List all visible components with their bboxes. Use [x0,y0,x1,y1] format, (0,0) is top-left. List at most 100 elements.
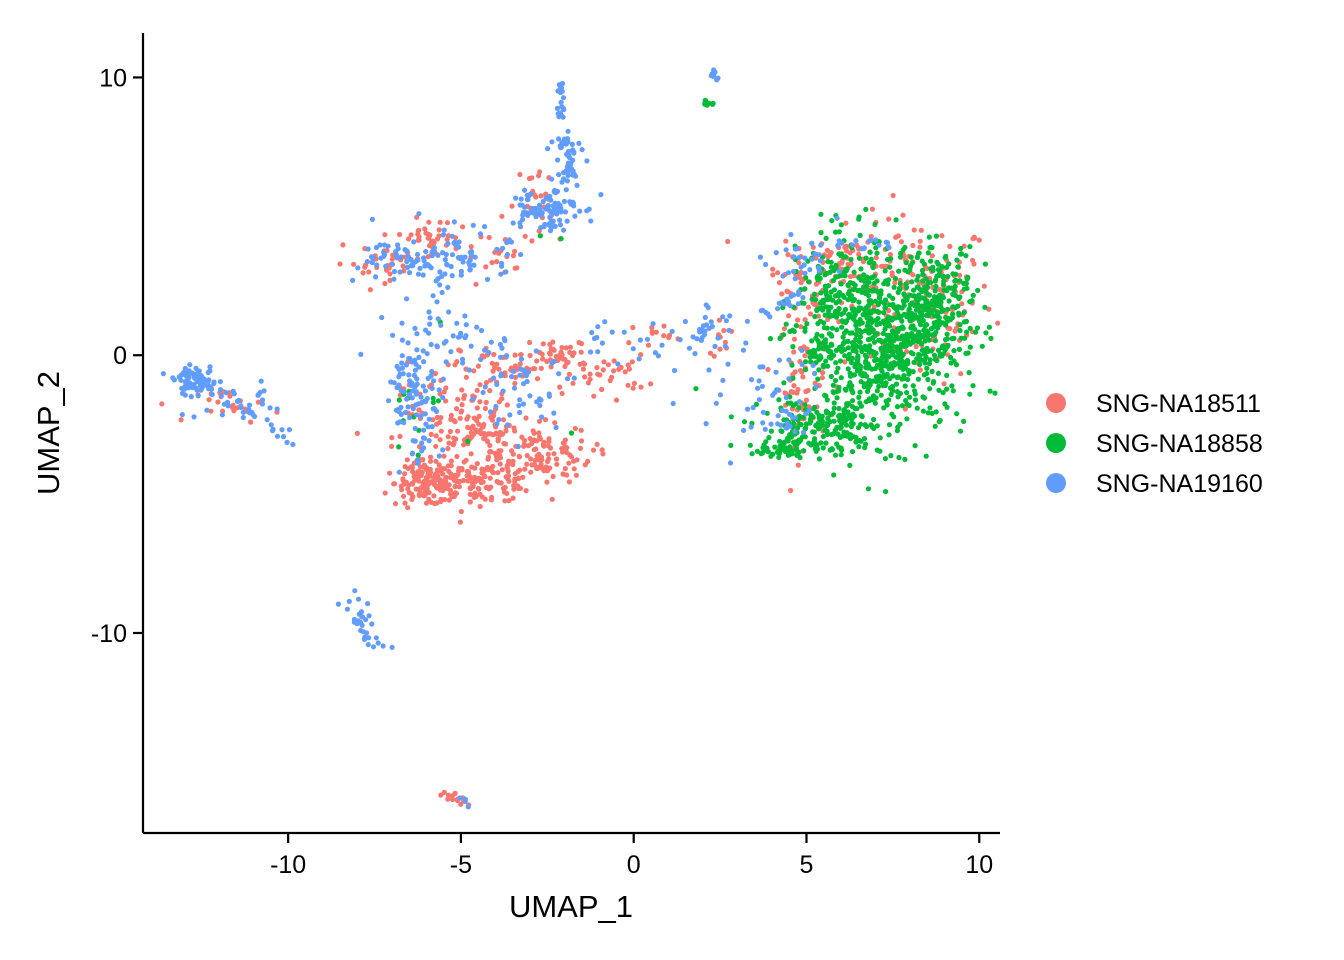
data-point [946,298,952,304]
data-point [954,411,960,417]
data-point [517,485,524,491]
data-point [170,375,176,381]
data-point [713,400,719,406]
data-point [571,466,577,472]
data-point [566,460,572,466]
data-point [467,491,473,497]
data-point [838,311,844,317]
data-point [967,391,973,397]
data-point [924,345,930,351]
data-point [899,403,906,409]
data-point [433,443,439,449]
data-point [427,321,433,327]
data-point [178,372,184,378]
data-point [909,279,915,285]
data-point [895,310,901,316]
data-point [804,321,810,327]
data-point [748,377,755,383]
data-point [833,300,839,306]
data-point [903,260,909,266]
data-point [894,389,901,395]
data-point [812,370,818,377]
data-point [928,266,934,272]
data-point [364,259,370,265]
data-point [234,398,241,404]
data-point [203,378,209,384]
data-point [497,341,503,348]
data-point [856,362,862,369]
data-point [534,358,540,364]
data-point [391,268,398,275]
data-point [546,393,553,399]
data-point [397,269,403,275]
data-point [562,209,569,215]
data-point [256,391,262,397]
data-point [850,343,856,349]
data-point [556,172,562,178]
data-point [781,326,788,332]
data-point [897,421,903,427]
data-point [690,334,696,340]
data-point [831,418,837,424]
data-point [576,140,582,146]
data-point [468,451,474,457]
data-point [415,271,422,277]
data-point [935,370,942,376]
data-point [557,354,563,360]
data-point [823,271,829,277]
data-point [547,193,553,199]
data-point [834,395,840,401]
data-point [855,353,861,359]
data-point [474,405,480,411]
data-point [723,318,730,324]
data-point [465,414,471,420]
data-point [785,270,792,276]
data-point [440,232,446,238]
data-point [923,312,930,318]
data-point [552,223,558,229]
data-point [484,464,490,471]
data-point [537,206,543,212]
data-point [589,329,595,336]
data-point [500,417,507,423]
data-point [588,218,594,224]
data-point [864,274,870,280]
data-point [956,295,962,302]
data-point [838,273,844,279]
data-point [438,792,444,798]
data-point [468,434,475,440]
data-point [487,442,493,448]
data-point [962,335,968,341]
data-point [888,453,894,459]
data-point [861,284,867,290]
data-point [538,225,544,231]
data-point [829,431,835,438]
data-point [366,269,372,275]
data-point [565,128,571,134]
data-point [823,358,829,364]
data-point [874,250,880,256]
data-point [864,388,871,394]
data-point [490,463,496,469]
data-point [819,422,826,429]
data-point [919,303,925,309]
data-point [570,380,576,386]
data-point [757,254,764,260]
data-point [181,386,188,392]
data-point [446,309,452,315]
data-point [823,440,829,446]
data-point [510,368,516,374]
data-point [795,425,801,431]
data-point [510,220,516,226]
data-point [929,309,935,315]
data-point [459,387,465,393]
data-point [468,244,474,250]
data-point [878,291,884,297]
data-point [559,449,566,455]
data-point [844,401,850,407]
data-point [406,270,413,276]
data-point [467,267,473,273]
data-point [908,350,914,356]
data-point [813,422,820,428]
data-point [594,441,600,447]
